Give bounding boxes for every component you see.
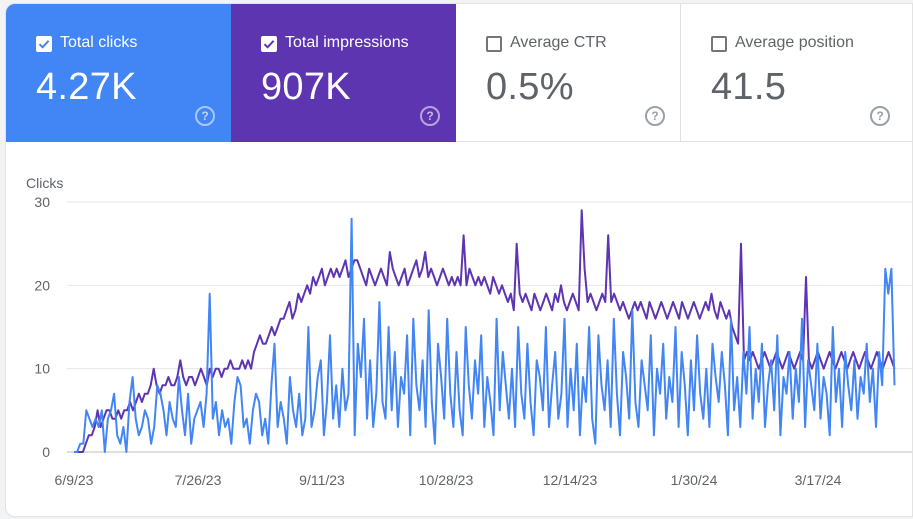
x-tick-label: 10/28/23 [419, 472, 474, 488]
metric-value: 907K [261, 66, 351, 108]
y-tick-label: 20 [34, 277, 50, 293]
checkbox-unchecked-icon[interactable] [486, 36, 502, 52]
x-tick-label: 12/14/23 [543, 472, 598, 488]
help-icon[interactable]: ? [195, 106, 215, 126]
y-axis-label: Clicks [26, 175, 63, 191]
x-tick-label: 9/11/23 [299, 472, 345, 488]
metric-value: 41.5 [711, 66, 787, 108]
help-icon[interactable]: ? [420, 106, 440, 126]
metric-card-total-clicks[interactable]: Total clicks 4.27K ? [6, 4, 231, 142]
line-chart: Clicks 0 10 20 30 6/9/23 7/26/23 9/11/23 10/28/2… [26, 175, 912, 488]
x-tick-label: 3/17/24 [795, 472, 842, 488]
metric-card-average-position[interactable]: Average position 41.5 ? [681, 4, 912, 142]
metric-card-average-ctr[interactable]: Average CTR 0.5% ? [456, 4, 681, 142]
help-icon[interactable]: ? [645, 106, 665, 126]
metric-label: Average CTR [510, 34, 607, 51]
checkbox-checked-icon[interactable] [36, 36, 52, 52]
performance-chart: Clicks 0 10 20 30 6/9/23 7/26/23 9/11/23 10/28/2… [6, 142, 912, 516]
y-tick-label: 0 [42, 444, 50, 460]
x-tick-label: 6/9/23 [55, 472, 94, 488]
series-line-total-clicks [74, 217, 896, 453]
help-icon[interactable]: ? [870, 106, 890, 126]
metric-label: Total impressions [285, 34, 409, 51]
metric-value: 4.27K [36, 66, 137, 108]
performance-panel: Total clicks 4.27K ? Total impressions 9… [5, 3, 913, 517]
metric-card-total-impressions[interactable]: Total impressions 907K ? [231, 4, 456, 142]
y-tick-label: 30 [34, 194, 50, 210]
metric-label: Average position [735, 34, 854, 51]
y-tick-label: 10 [34, 361, 50, 377]
checkbox-checked-icon[interactable] [261, 36, 277, 52]
metric-label: Total clicks [60, 34, 138, 51]
x-tick-label: 1/30/24 [671, 472, 718, 488]
checkbox-unchecked-icon[interactable] [711, 36, 727, 52]
metric-value: 0.5% [486, 66, 574, 108]
x-tick-label: 7/26/23 [175, 472, 222, 488]
metric-cards: Total clicks 4.27K ? Total impressions 9… [6, 4, 912, 142]
